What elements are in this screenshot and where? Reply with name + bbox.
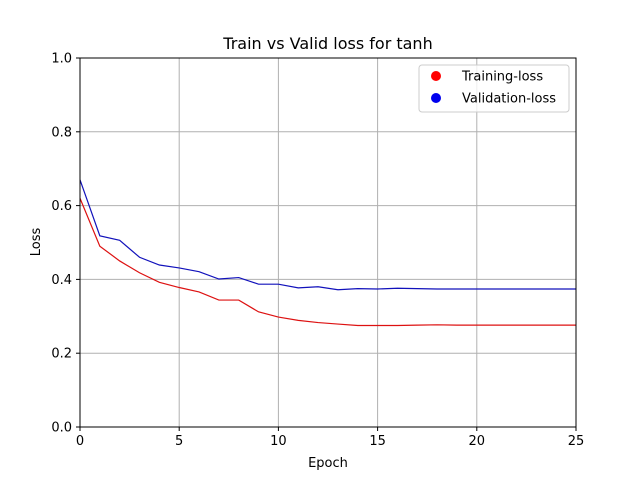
series-lines <box>79 179 576 327</box>
y-tick-label: 0.8 <box>51 125 72 140</box>
legend-label-training-loss: Training-loss <box>461 70 543 85</box>
x-tick-label: 25 <box>568 434 585 449</box>
x-tick-label: 0 <box>76 434 84 449</box>
grid-lines <box>79 57 577 428</box>
legend-marker-validation-loss <box>431 93 441 103</box>
y-tick-label: 0.0 <box>51 421 72 436</box>
series-line-training-loss <box>79 197 576 327</box>
legend: Training-loss Validation-loss <box>418 64 570 113</box>
y-tick-label: 0.2 <box>51 347 72 362</box>
x-tick-label: 20 <box>469 434 486 449</box>
x-tick-label: 10 <box>270 434 287 449</box>
x-axis-label: Epoch <box>308 456 348 471</box>
series-line-validation-loss <box>79 179 576 291</box>
chart-title: Train vs Valid loss for tanh <box>222 34 432 53</box>
plot-frame <box>79 57 577 428</box>
axis-ticks: 0 5 10 15 20 25 0.0 0.2 0.4 0.6 0.8 1.0 <box>51 52 584 450</box>
y-tick-label: 0.4 <box>51 273 72 288</box>
x-tick-label: 5 <box>175 434 183 449</box>
legend-label-validation-loss: Validation-loss <box>462 92 556 107</box>
y-tick-label: 0.6 <box>51 199 72 214</box>
legend-marker-training-loss <box>431 71 441 81</box>
y-axis-label: Loss <box>29 228 44 257</box>
y-tick-label: 1.0 <box>51 52 72 67</box>
legend-box <box>418 64 570 113</box>
x-tick-label: 15 <box>369 434 386 449</box>
